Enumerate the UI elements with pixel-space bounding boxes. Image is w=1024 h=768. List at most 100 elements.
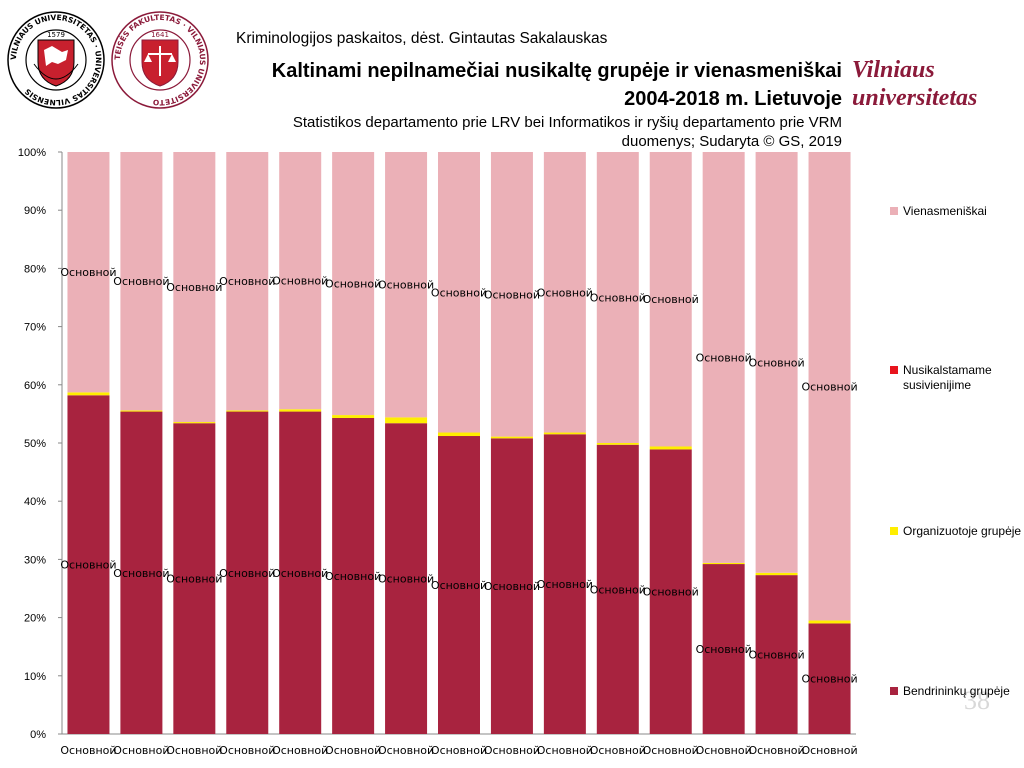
bar-segment	[173, 423, 216, 734]
bar-segment	[490, 438, 533, 734]
data-label: Основной	[113, 567, 169, 580]
data-label: Основной	[801, 673, 857, 686]
bar-segment	[808, 623, 851, 734]
bar-segment	[543, 432, 586, 435]
bar-segment	[332, 152, 375, 416]
data-label: Основной	[219, 275, 275, 288]
bar-segment	[67, 392, 110, 396]
bar-segment	[385, 152, 428, 418]
data-label: Основной	[272, 275, 328, 288]
bar-segment	[120, 411, 163, 734]
y-tick-label: 50%	[24, 438, 46, 450]
data-label: Основной	[272, 567, 328, 580]
course-line: Kriminologijos paskaitos, dėst. Gintauta…	[236, 30, 608, 47]
source-line1: Statistikos departamento prie LRV bei In…	[292, 114, 842, 131]
bar-segment	[173, 152, 216, 423]
data-label: Основной	[643, 586, 699, 599]
bar-segment	[702, 564, 745, 734]
faculty-seal-year: 1641	[151, 31, 169, 39]
bar-segment	[226, 411, 269, 734]
y-tick-label: 10%	[24, 671, 46, 683]
bar-segment	[755, 575, 798, 734]
data-label: Основной	[325, 278, 381, 291]
bar-segment	[490, 152, 533, 437]
x-tick-label: Основной	[431, 744, 487, 757]
bar-segment	[543, 152, 586, 433]
data-label: Основной	[325, 570, 381, 583]
x-tick-label: Основной	[749, 744, 805, 757]
legend-label: Vienasmeniškai	[903, 204, 987, 218]
data-label: Основной	[219, 567, 275, 580]
brand-line1: Vilniaus	[852, 57, 935, 83]
legend-swatch	[890, 687, 898, 695]
x-tick-label: Основной	[696, 744, 752, 757]
legend-swatch	[890, 207, 898, 215]
x-tick-label: Основной	[325, 744, 381, 757]
data-label: Основной	[60, 559, 116, 572]
y-tick-label: 30%	[24, 554, 46, 566]
bar-segment	[649, 446, 692, 450]
data-label: Основной	[643, 293, 699, 306]
bar-segment	[596, 152, 639, 443]
bar-segment	[649, 152, 692, 447]
bar-segment	[808, 620, 851, 624]
bar-segment	[596, 444, 639, 734]
slide-number: 38	[964, 686, 990, 715]
x-tick-label: Основной	[643, 744, 699, 757]
brand-text: Vilniaus universitetas	[852, 56, 992, 112]
data-label: Основной	[378, 573, 434, 586]
y-tick-label: 80%	[24, 263, 46, 275]
legend-label: Organizuotoje grupėje	[903, 524, 1022, 538]
data-label: Основной	[60, 266, 116, 279]
faculty-seal-logo: 1641 TEISĖS FAKULTETAS · VILNIAUS UNIVER…	[111, 11, 209, 109]
seal-year: 1579	[47, 31, 65, 39]
bar-segment	[543, 434, 586, 734]
bar-segment	[279, 152, 322, 410]
bar-segment	[702, 562, 745, 565]
chart-title-line2: 2004-2018 m. Lietuvoje	[624, 88, 842, 110]
data-label: Основной	[431, 579, 487, 592]
data-label: Основной	[749, 649, 805, 662]
university-seal-logo: 1579 VILNIAUS UNIVERSITETAS · UNIVERSITA…	[7, 11, 105, 109]
x-tick-label: Основной	[166, 744, 222, 757]
x-tick-label: Основной	[113, 744, 169, 757]
bar-segment	[649, 449, 692, 734]
x-tick-label: Основной	[378, 744, 434, 757]
bar-segment	[755, 572, 798, 576]
y-tick-label: 20%	[24, 613, 46, 625]
y-tick-label: 60%	[24, 380, 46, 392]
bar-segment	[226, 152, 269, 411]
y-tick-label: 70%	[24, 322, 46, 334]
chart-title-line1: Kaltinami nepilnamečiai nusikaltę grupėj…	[271, 60, 842, 82]
data-label: Основной	[484, 580, 540, 593]
data-label: Основной	[378, 279, 434, 292]
bar-segment	[67, 395, 110, 734]
data-label: Основной	[113, 275, 169, 288]
bar-segment	[808, 152, 851, 621]
data-label: Основной	[696, 351, 752, 364]
bar-segment	[490, 436, 533, 439]
bar-segment	[385, 417, 428, 424]
x-tick-label: Основной	[60, 744, 116, 757]
y-tick-label: 0%	[30, 729, 46, 741]
data-label: Основной	[590, 583, 646, 596]
brand-line2: universitetas	[852, 85, 978, 111]
data-label: Основной	[166, 573, 222, 586]
bar-segment	[702, 152, 745, 563]
bar-segment	[173, 422, 216, 424]
bar-segment	[755, 152, 798, 573]
x-tick-label: Основной	[484, 744, 540, 757]
y-tick-label: 90%	[24, 205, 46, 217]
x-tick-label: Основной	[590, 744, 646, 757]
legend-label: Nusikalstamame susivienijime	[903, 363, 992, 392]
bar-segment	[438, 432, 480, 437]
y-tick-label: 100%	[18, 147, 46, 159]
bar-segment	[332, 415, 375, 418]
bar-segment	[120, 152, 163, 411]
bar-segment	[226, 410, 269, 412]
data-label: Основной	[431, 286, 487, 299]
data-label: Основной	[484, 288, 540, 301]
data-label: Основной	[749, 356, 805, 369]
bar-segment	[438, 436, 480, 734]
